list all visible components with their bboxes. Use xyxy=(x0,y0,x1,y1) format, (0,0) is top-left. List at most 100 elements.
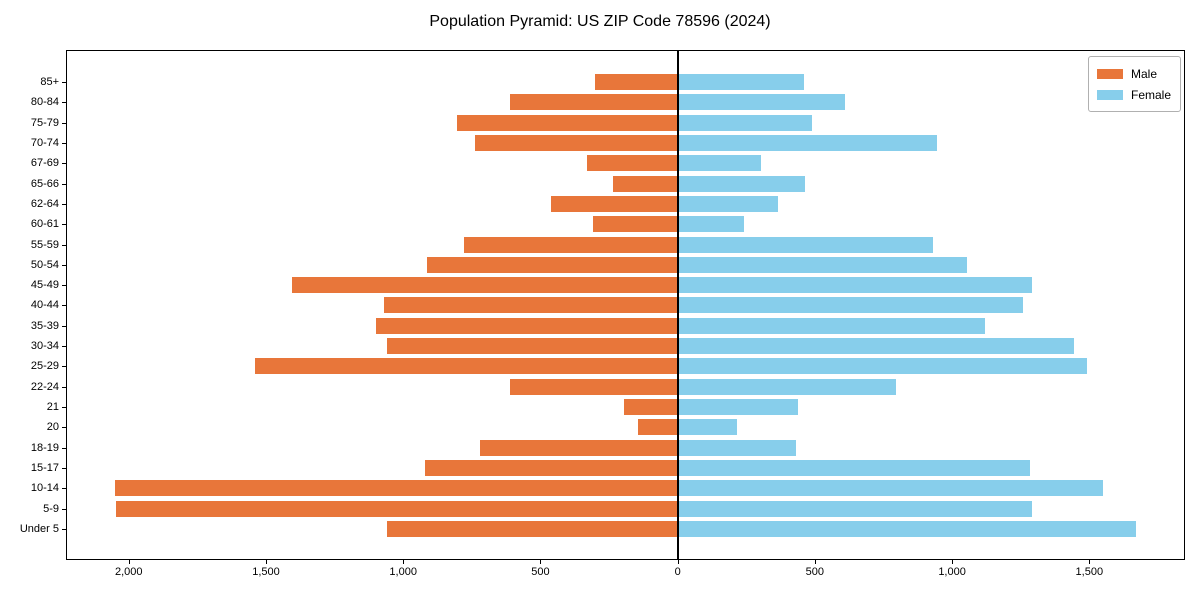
female-bar-25-29 xyxy=(677,358,1087,375)
female-bar-10-14 xyxy=(677,480,1104,497)
xtick-mark--1000 xyxy=(403,560,405,564)
ytick-label-55-59: 55-59 xyxy=(30,238,59,251)
male-bar-75-79 xyxy=(456,114,678,131)
female-bar-50-54 xyxy=(677,256,968,273)
legend: Male Female xyxy=(1087,56,1181,112)
female-bar-67-69 xyxy=(677,155,762,172)
ytick-mark-35-39 xyxy=(62,325,66,327)
xtick-label--1500: 1,500 xyxy=(252,566,280,578)
female-bar-18-19 xyxy=(677,439,796,456)
xtick-mark-500 xyxy=(814,560,816,564)
ytick-mark-21 xyxy=(62,407,66,409)
male-bar-67-69 xyxy=(587,155,678,172)
female-bar-35-39 xyxy=(677,317,986,334)
ytick-mark-under-5 xyxy=(62,528,66,530)
male-bar-5-9 xyxy=(116,500,678,517)
male-bar-62-64 xyxy=(551,195,678,212)
male-bar-30-34 xyxy=(386,338,678,355)
male-bar-18-19 xyxy=(480,439,678,456)
female-bar-22-24 xyxy=(677,378,896,395)
female-bar-55-59 xyxy=(677,236,933,253)
ytick-label-60-61: 60-61 xyxy=(30,218,59,231)
ytick-label-80-84: 80-84 xyxy=(30,96,59,109)
male-bar-55-59 xyxy=(463,236,678,253)
ytick-label-20: 20 xyxy=(46,421,59,434)
female-bar-5-9 xyxy=(677,500,1032,517)
ytick-mark-62-64 xyxy=(62,203,66,205)
chart-title: Population Pyramid: US ZIP Code 78596 (2… xyxy=(429,13,771,30)
ytick-label-22-24: 22-24 xyxy=(30,380,59,393)
xtick-label-1500: 1,500 xyxy=(1075,566,1104,578)
male-bar-20 xyxy=(637,419,678,436)
legend-label-male: Male xyxy=(1130,66,1157,81)
female-bar-45-49 xyxy=(677,277,1032,294)
legend-item-male: Male xyxy=(1096,63,1171,84)
ytick-mark-22-24 xyxy=(62,386,66,388)
legend-swatch-male xyxy=(1096,68,1123,79)
male-bar-70-74 xyxy=(474,134,678,151)
ytick-label-85-: 85+ xyxy=(40,76,59,88)
ytick-label-35-39: 35-39 xyxy=(30,319,59,332)
legend-item-female: Female xyxy=(1096,84,1171,105)
male-bar-15-17 xyxy=(425,460,678,477)
female-bar-85- xyxy=(677,74,804,90)
ytick-label-under-5: Under 5 xyxy=(19,522,59,535)
male-bar-under-5 xyxy=(386,520,678,537)
ytick-label-15-17: 15-17 xyxy=(30,462,59,475)
ytick-label-40-44: 40-44 xyxy=(30,299,59,312)
ytick-label-75-79: 75-79 xyxy=(30,116,59,129)
ytick-mark-75-79 xyxy=(62,122,66,124)
ytick-mark-67-69 xyxy=(62,163,66,165)
xtick-mark--1500 xyxy=(265,560,267,564)
ytick-mark-5-9 xyxy=(62,508,66,510)
ytick-label-21: 21 xyxy=(46,401,59,414)
female-bar-62-64 xyxy=(677,195,778,212)
male-bar-10-14 xyxy=(115,480,678,497)
ytick-label-65-66: 65-66 xyxy=(30,177,59,190)
xtick-label-500: 500 xyxy=(805,566,825,578)
female-bar-40-44 xyxy=(677,297,1024,314)
ytick-mark-65-66 xyxy=(62,183,66,185)
ytick-label-10-14: 10-14 xyxy=(30,482,59,495)
ytick-mark-40-44 xyxy=(62,305,66,307)
xtick-mark-1000 xyxy=(952,560,954,564)
female-bar-21 xyxy=(677,399,799,416)
ytick-mark-50-54 xyxy=(62,264,66,266)
xtick-mark-1500 xyxy=(1089,560,1091,564)
male-bar-22-24 xyxy=(510,378,678,395)
ytick-label-62-64: 62-64 xyxy=(30,197,59,210)
male-bar-25-29 xyxy=(254,358,678,375)
male-bar-65-66 xyxy=(613,175,678,192)
zero-axis-line xyxy=(676,51,679,559)
male-bar-80-84 xyxy=(510,94,678,111)
ytick-mark-30-34 xyxy=(62,346,66,348)
male-bar-40-44 xyxy=(383,297,678,314)
xtick-mark--2000 xyxy=(128,560,130,564)
xtick-label-1000: 1,000 xyxy=(938,566,966,578)
ytick-label-5-9: 5-9 xyxy=(43,502,59,515)
male-bar-45-49 xyxy=(292,277,678,294)
ytick-label-50-54: 50-54 xyxy=(30,258,59,271)
ytick-label-70-74: 70-74 xyxy=(30,136,59,149)
female-bar-15-17 xyxy=(677,460,1031,477)
ytick-mark-70-74 xyxy=(62,142,66,144)
ytick-mark-55-59 xyxy=(62,244,66,246)
xtick-label--500: 500 xyxy=(531,566,550,578)
ytick-mark-80-84 xyxy=(62,102,66,104)
xtick-label--2000: 2,000 xyxy=(114,566,143,578)
female-bar-60-61 xyxy=(677,216,744,233)
female-bar-75-79 xyxy=(677,114,813,131)
female-bar-80-84 xyxy=(677,94,846,111)
xtick-label--1000: 1,000 xyxy=(389,566,417,578)
xtick-mark-0 xyxy=(677,560,679,564)
ytick-mark-20 xyxy=(62,427,66,429)
male-bar-50-54 xyxy=(426,256,678,273)
ytick-mark-18-19 xyxy=(62,447,66,449)
legend-label-female: Female xyxy=(1130,87,1171,102)
male-bar-21 xyxy=(624,399,678,416)
female-bar-20 xyxy=(677,419,737,436)
female-bar-65-66 xyxy=(677,175,806,192)
male-bar-60-61 xyxy=(592,216,678,233)
ytick-mark-45-49 xyxy=(62,285,66,287)
